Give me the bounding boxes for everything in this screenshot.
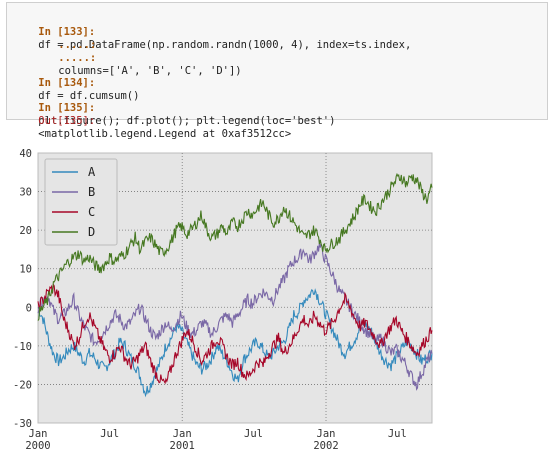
output-text: <matplotlib.legend.Legend at 0xaf3512cc> [38,128,292,140]
code-text: df = pd.DataFrame(np.random.randn(1000, … [38,39,412,51]
code-line-133: In [133]: df = pd.DataFrame(np.random.ra… [13,13,411,65]
y-tick-label: -10 [13,341,32,353]
x-tick-year: 2002 [313,440,338,452]
y-tick-label: 40 [19,148,32,160]
input-prompt: In [135]: [38,102,96,114]
x-tick-year: 2001 [170,440,195,452]
y-axis: -30 -20 -10 0 10 20 30 40 [13,148,32,430]
y-tick-label: 0 [26,302,32,314]
grid-lines [38,153,432,423]
legend-label-D: D [88,225,95,239]
series-A-line [37,288,433,398]
y-tick-label: 20 [19,225,32,237]
x-tick-label: Jul [388,428,407,440]
x-tick-label: Jan [173,428,192,440]
continuation-prompt: .....: [58,52,97,64]
continuation-prompt: .....: [58,39,97,51]
code-line-135: In [135]: plt.figure(); df.plot(); plt.l… [13,89,335,141]
code-text: df = df.cumsum() [38,90,140,102]
x-tick-label: Jul [244,428,263,440]
y-tick-label: -30 [13,418,32,430]
legend-box [44,158,118,246]
code-cell[interactable]: In [133]: df = pd.DataFrame(np.random.ra… [6,2,548,140]
code-continuation-line: .....: columns=['A', 'B', 'C', 'D']) [33,26,242,91]
code-line-134: In [134]: df = df.cumsum() [13,64,139,116]
input-prompt: In [134]: [38,77,96,89]
x-tick-year: 2000 [25,440,50,452]
y-tick-label: 30 [19,187,32,199]
code-continuation-line: .....: [33,39,96,78]
y-tick-label: 10 [19,264,32,276]
x-tick-label: Jan [317,428,336,440]
legend-label-B: B [88,185,95,199]
input-prompt: In [133]: [38,26,96,38]
x-tick-label: Jul [100,428,119,440]
output-line-135: Out[135]: <matplotlib.legend.Legend at 0… [13,102,291,154]
output-prompt: Out[135]: [38,115,96,127]
code-text: plt.figure(); df.plot(); plt.legend(loc=… [38,115,336,127]
series-C-line [37,282,433,385]
y-tick-label: -20 [13,379,32,391]
series-lines [37,172,433,398]
legend-label-A: A [88,165,96,179]
legend-label-C: C [88,205,95,219]
series-D-line [37,172,433,321]
code-text: columns=['A', 'B', 'C', 'D']) [58,65,242,77]
series-B-line [37,241,433,391]
x-tick-label: Jan [29,428,48,440]
